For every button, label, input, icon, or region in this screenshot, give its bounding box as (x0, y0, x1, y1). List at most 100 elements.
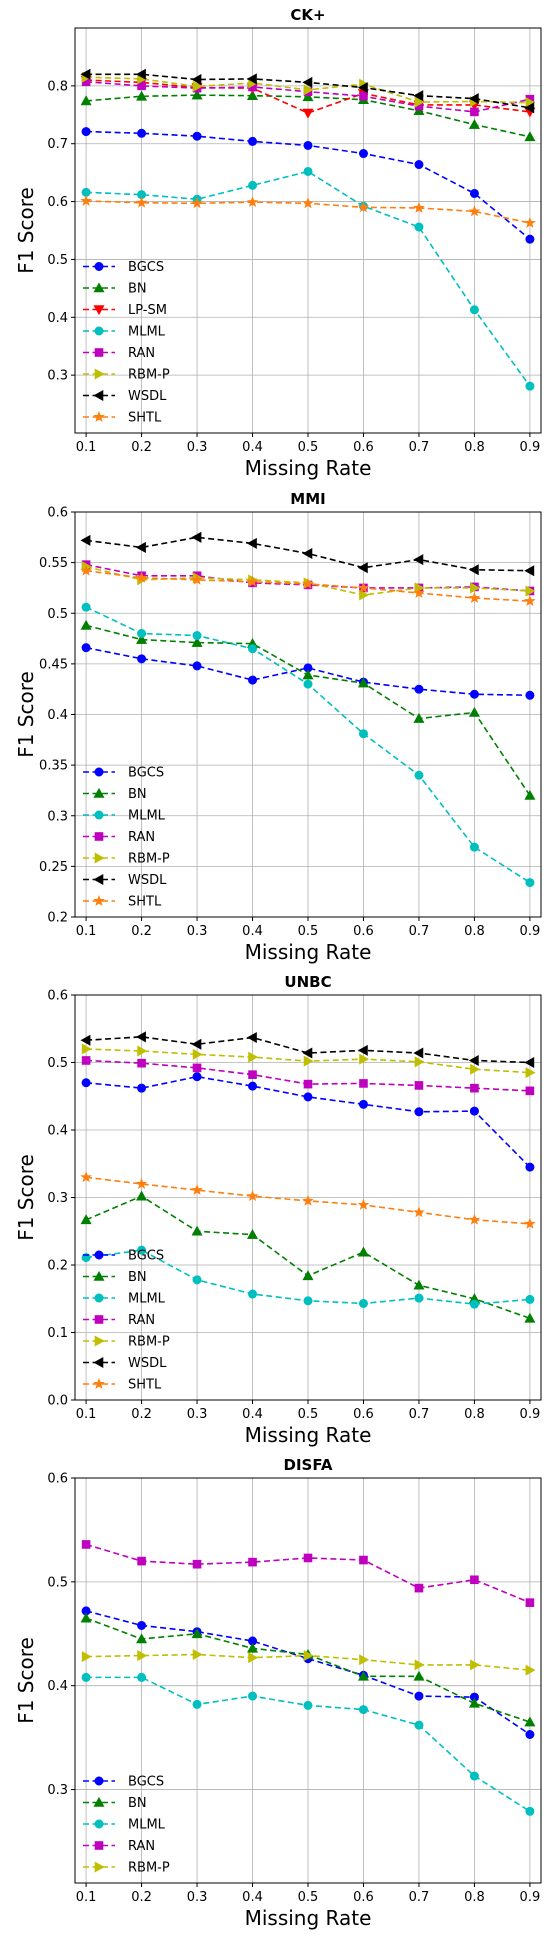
legend: BGCS BN MLML RAN RBM-P WSDL SHTL (83, 766, 170, 910)
x-tick-label: 0.6 (353, 1890, 374, 1905)
legend-marker (94, 1841, 104, 1850)
data-point (80, 564, 92, 576)
x-tick-label: 0.4 (242, 924, 263, 939)
data-point (192, 1063, 202, 1073)
data-point (469, 1106, 479, 1116)
data-point (191, 1038, 202, 1050)
series-rbm-p (81, 1649, 536, 1676)
legend-marker (93, 282, 105, 293)
data-point (414, 684, 424, 694)
legend-label: BN (128, 1796, 147, 1811)
y-tick-label: 0.3 (47, 1783, 68, 1798)
x-tick-label: 0.6 (353, 924, 374, 939)
series-line (85, 536, 530, 572)
legend-label: RBM-P (128, 852, 170, 867)
x-tick-label: 0.4 (242, 1407, 263, 1422)
data-point (81, 1043, 92, 1055)
data-point (524, 216, 536, 228)
x-tick-label: 0.5 (298, 924, 319, 939)
chart-title: CK+ (290, 6, 325, 24)
legend-item-bgcs: BGCS (83, 260, 164, 275)
data-point (192, 661, 202, 671)
data-point (413, 1047, 424, 1059)
x-tick-label: 0.2 (131, 1407, 152, 1422)
data-point (525, 585, 536, 597)
series-mlml (81, 1245, 535, 1309)
data-point (246, 1190, 259, 1202)
series-wsdl (80, 531, 535, 577)
legend-marker (94, 1819, 104, 1829)
data-point (470, 1063, 481, 1075)
data-point (525, 1664, 536, 1676)
legend-label: WSDL (128, 873, 167, 888)
data-point (524, 789, 536, 800)
data-point (191, 197, 203, 209)
data-point (525, 1598, 535, 1607)
y-tick-label: 0.7 (47, 137, 68, 152)
series-line (86, 1036, 530, 1064)
data-point (525, 1806, 535, 1816)
x-tick-label: 0.4 (242, 440, 263, 455)
legend-marker (94, 1335, 105, 1347)
legend: BGCS BN LP-SM MLML RAN RBM-P WSDL SHTL (83, 260, 170, 426)
legend: BGCS BN MLML RAN RBM-P WSDL SHTL (83, 1249, 170, 1393)
data-point (246, 537, 257, 549)
data-point (413, 201, 425, 213)
legend-label: RAN (128, 830, 155, 845)
series-bn (80, 619, 536, 800)
y-tick-label: 0.2 (47, 1259, 68, 1274)
data-point (525, 1067, 536, 1079)
data-point (468, 1213, 481, 1225)
chart-title: DISFA (284, 1456, 333, 1474)
data-point (414, 1081, 424, 1090)
chart-title: MMI (290, 490, 325, 508)
y-tick-label: 0.6 (47, 195, 68, 210)
data-point (413, 1206, 425, 1218)
legend-label: LP-SM (128, 303, 167, 318)
data-point (468, 592, 481, 603)
legend-marker (94, 1776, 104, 1786)
x-tick-label: 0.5 (298, 1890, 319, 1905)
data-point (248, 136, 258, 146)
data-point (137, 628, 147, 638)
y-tick-label: 0.4 (47, 1679, 68, 1694)
data-point (302, 76, 313, 88)
x-tick-label: 0.8 (464, 440, 485, 455)
data-point (135, 1031, 146, 1043)
data-point (303, 1553, 313, 1563)
data-point (81, 1056, 91, 1065)
legend-marker (94, 348, 104, 357)
data-point (248, 644, 258, 654)
data-point (303, 166, 313, 176)
x-axis-label: Missing Rate (245, 456, 372, 480)
data-point (469, 689, 479, 699)
data-point (302, 1194, 314, 1206)
data-point (192, 80, 203, 92)
legend-label: BGCS (128, 260, 164, 275)
legend-label: RBM-P (128, 368, 170, 383)
legend-marker (93, 389, 104, 402)
x-axis: 0.1 0.2 0.3 0.4 0.5 0.6 0.7 0.8 0.9 (76, 1883, 540, 1905)
x-tick-label: 0.7 (409, 1890, 430, 1905)
data-point (414, 1107, 424, 1117)
x-axis: 0.1 0.2 0.3 0.4 0.5 0.6 0.7 0.8 0.9 (76, 1400, 540, 1422)
y-tick-label: 0.6 (47, 506, 68, 521)
data-point (357, 677, 369, 688)
x-axis-label: Missing Rate (245, 940, 372, 964)
data-point (414, 160, 424, 170)
data-point (414, 1691, 424, 1701)
data-point (413, 1670, 425, 1681)
data-point (414, 1659, 425, 1671)
data-point (302, 91, 314, 102)
x-tick-label: 0.8 (464, 924, 485, 939)
legend-item-bgcs: BGCS (83, 1775, 164, 1790)
data-point (524, 1217, 536, 1229)
data-point (303, 1650, 314, 1662)
y-tick-label: 0.25 (39, 860, 68, 875)
x-tick-label: 0.6 (353, 1407, 374, 1422)
data-point (358, 1705, 368, 1715)
legend-marker (93, 1796, 105, 1807)
data-point (137, 654, 147, 664)
legend-marker (93, 1356, 104, 1369)
